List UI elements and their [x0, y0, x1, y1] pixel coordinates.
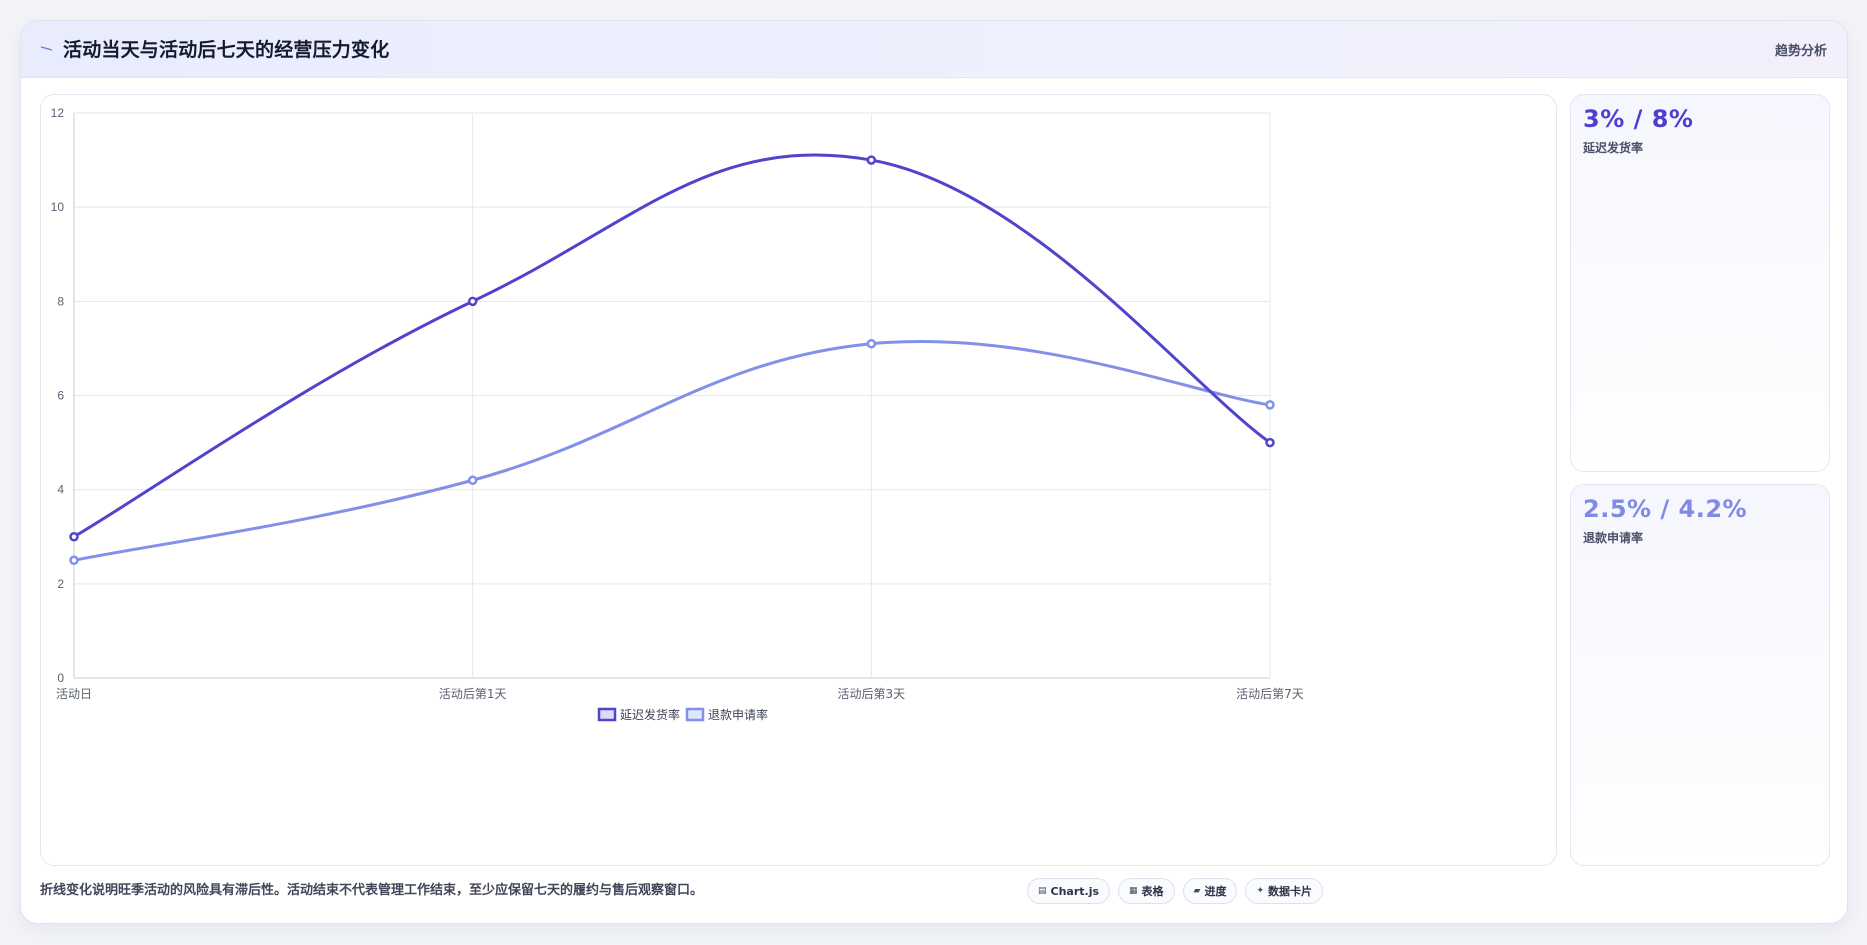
pin-icon	[40, 46, 53, 51]
chartjs-pill[interactable]: ▤ Chart.js	[1027, 878, 1111, 904]
pill-label: 数据卡片	[1268, 885, 1313, 898]
table-icon: ▦	[1129, 886, 1138, 896]
trend-analysis-tag: 趋势分析	[1774, 44, 1827, 59]
data-point	[1265, 400, 1275, 410]
y-tick-label: 6	[57, 389, 64, 403]
y-tick-label: 12	[51, 106, 65, 120]
legend-label: 延迟发货率	[620, 707, 680, 722]
x-tick-label: 活动后第3天	[838, 687, 906, 701]
y-tick-label: 4	[57, 483, 64, 497]
chart-card: 活动当天与活动后七天的经营压力变化 趋势分析 0 2 4 6 8 10 12 活动日 活动后第1…	[20, 20, 1848, 924]
kpi-value: 3% / 8%	[1583, 105, 1694, 133]
data-card-pill[interactable]: ✦ 数据卡片	[1245, 878, 1324, 904]
kpi-card-delay: 3% / 8% 延迟发货率	[1570, 94, 1830, 472]
pill-label: 进度	[1204, 885, 1227, 898]
legend-swatch	[685, 707, 705, 722]
series-line	[72, 339, 1272, 562]
series-line	[72, 153, 1272, 539]
kpi-label: 退款申请率	[1583, 531, 1644, 545]
data-point	[69, 555, 79, 566]
data-point	[467, 475, 478, 485]
y-tick-label: 10	[51, 200, 65, 214]
pill-label: Chart.js	[1050, 884, 1100, 898]
legend-swatch	[597, 707, 617, 722]
progress-icon: ▰	[1193, 886, 1201, 896]
chart-panel: 0 2 4 6 8 10 12 活动日 活动后第1天 活动后第3天 活动后第7天延迟发货率 退款申请率	[40, 94, 1557, 866]
footer-note: 折线变化说明旺季活动的风险具有滞后性。活动结束不代表管理工作结束，至少应保留七天…	[40, 883, 704, 898]
tag-pills: ▤ Chart.js ▦ 表格 ▰ 进度 ✦ 数据卡片	[1027, 878, 1324, 904]
y-tick-label: 0	[57, 671, 64, 685]
data-point	[1265, 437, 1275, 448]
data-point	[866, 155, 877, 165]
legend-label: 退款申请率	[708, 707, 768, 722]
kpi-value: 2.5% / 4.2%	[1583, 495, 1748, 523]
x-tick-label: 活动日	[56, 687, 92, 701]
x-tick-label: 活动后第1天	[439, 687, 507, 701]
data-point	[69, 532, 79, 542]
page-title: 活动当天与活动后七天的经营压力变化	[63, 39, 390, 61]
x-tick-label: 活动后第7天	[1236, 687, 1304, 701]
data-point	[866, 338, 877, 349]
sparkle-icon: ✦	[1256, 886, 1265, 896]
data-point	[467, 296, 478, 307]
progress-pill[interactable]: ▰ 进度	[1182, 878, 1238, 904]
kpi-label: 延迟发货率	[1583, 141, 1644, 155]
card-header: 活动当天与活动后七天的经营压力变化 趋势分析	[21, 21, 1847, 78]
y-tick-label: 8	[57, 294, 64, 308]
table-pill[interactable]: ▦ 表格	[1118, 878, 1175, 904]
y-tick-label: 2	[57, 577, 64, 591]
pill-label: 表格	[1141, 885, 1164, 898]
chart-icon: ▤	[1038, 886, 1047, 896]
kpi-card-refund: 2.5% / 4.2% 退款申请率	[1570, 484, 1830, 866]
